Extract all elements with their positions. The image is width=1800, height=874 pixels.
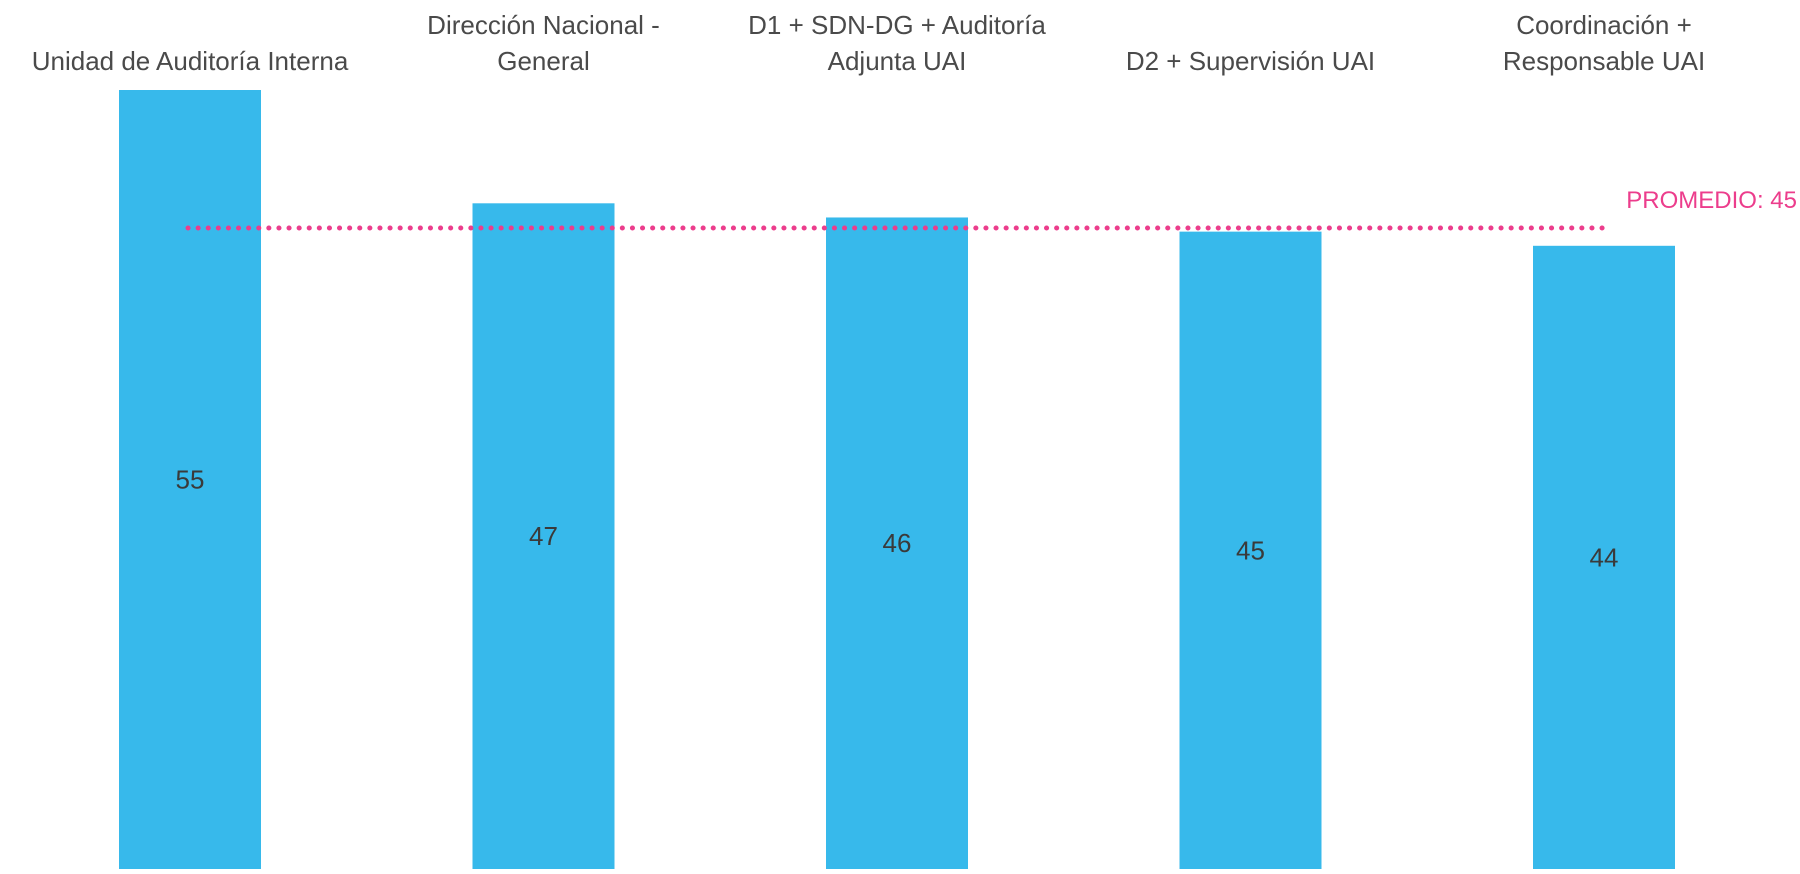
value-label-1: 55 <box>176 465 205 495</box>
category-label-5: Coordinación + Responsable UAI <box>1503 10 1705 76</box>
category-label-1: Unidad de Auditoría Interna <box>32 46 349 76</box>
value-label-3: 46 <box>883 528 912 558</box>
category-label-4: D2 + Supervisión UAI <box>1126 46 1375 76</box>
value-labels-layer: 55 47 46 45 44 <box>176 465 1619 573</box>
bar-5 <box>1533 245 1675 870</box>
bars-layer <box>119 90 1675 870</box>
value-label-5: 44 <box>1590 542 1619 572</box>
value-label-4: 45 <box>1236 535 1265 565</box>
bar-2 <box>472 203 615 870</box>
category-label-2: Dirección Nacional -General <box>427 10 660 76</box>
category-label-3: D1 + SDN-DG + Auditoría Adjunta UAI <box>748 10 1046 76</box>
average-layer: PROMEDIO: 45 <box>185 187 1797 231</box>
value-label-2: 47 <box>529 521 558 551</box>
bar-1 <box>119 90 261 869</box>
category-labels-layer: Unidad de Auditoría Interna Dirección Nac… <box>32 10 1705 76</box>
bar-4 <box>1179 231 1322 870</box>
bar-3 <box>826 217 968 870</box>
average-label: PROMEDIO: 45 <box>1626 187 1797 214</box>
